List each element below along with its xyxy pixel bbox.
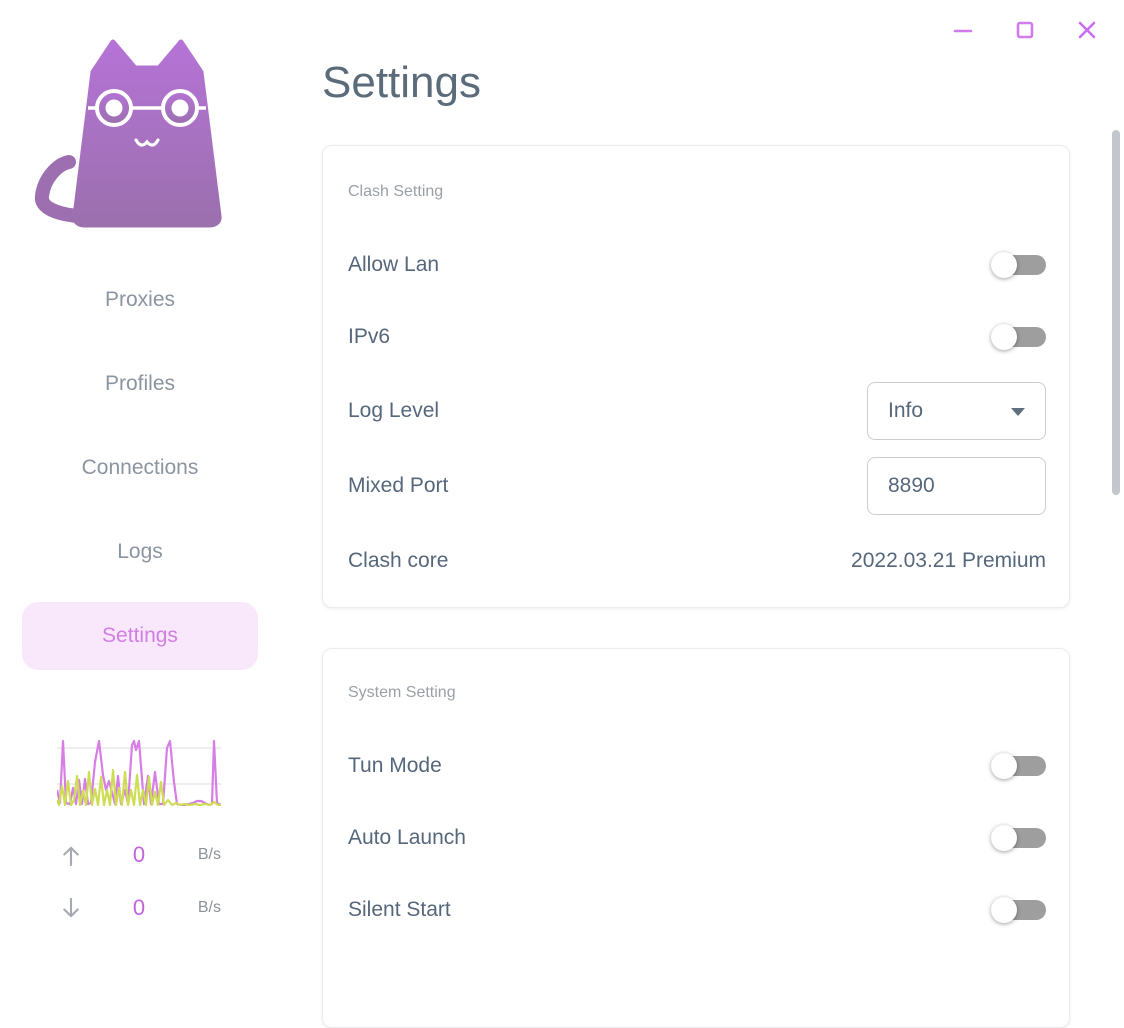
close-button[interactable] [1076,16,1098,44]
silent-start-row: Silent Start [348,881,1046,939]
row-label: Log Level [348,399,440,422]
switch-thumb [991,753,1017,779]
ipv6-row: IPv6 [348,308,1046,366]
row-label: IPv6 [348,325,391,348]
row-label: Allow Lan [348,253,440,276]
clash-core-row: Clash core 2022.03.21 Premium [348,532,1046,590]
minimize-icon [953,29,973,33]
clash-setting-card: Clash Setting Allow Lan IPv6 Log Level [322,145,1070,608]
sidebar: Proxies Profiles Connections Logs Settin… [0,0,280,937]
minimize-button[interactable] [952,16,974,44]
nav-label: Profiles [104,372,176,395]
sidebar-item-proxies[interactable]: Proxies [22,266,258,334]
cat-body [72,39,222,228]
chevron-down-icon [1011,408,1025,416]
switch-thumb [991,252,1017,278]
tun-mode-row: Tun Mode [348,737,1046,795]
nav-label: Logs [117,540,163,563]
cat-left-eye [105,99,123,117]
log-level-row: Log Level Info [348,382,1046,440]
scrollbar-thumb[interactable] [1112,130,1120,495]
auto-launch-switch[interactable] [991,825,1046,851]
row-label: Silent Start [348,898,451,921]
download-arrow-icon [63,897,79,918]
system-setting-card: System Setting Tun Mode Auto Launch Sile… [322,648,1070,1028]
ipv6-switch[interactable] [991,324,1046,350]
cat-right-eye [171,99,189,117]
download-unit: B/s [197,899,221,916]
upload-value: 0 [132,842,146,867]
upload-arrow-icon [63,846,79,867]
close-icon [1078,21,1096,39]
switch-thumb [991,825,1017,851]
allow-lan-switch[interactable] [991,252,1046,278]
row-label: Tun Mode [348,754,442,777]
clash-core-version: 2022.03.21 Premium [851,549,1046,572]
card-title: Clash Setting [348,183,444,200]
row-label: Auto Launch [348,826,466,849]
cat-logo [35,39,222,228]
maximize-button[interactable] [1014,16,1036,44]
switch-thumb [991,897,1017,923]
sidebar-item-logs[interactable]: Logs [22,518,258,586]
upload-stat: 0 B/s [57,835,221,875]
cat-mouth [134,138,160,147]
nav-label: Proxies [104,288,176,311]
traffic-purple [57,739,221,806]
switch-thumb [991,324,1017,350]
sidebar-item-settings[interactable]: Settings [22,602,258,670]
window-controls [952,16,1098,44]
selected-value: Info [888,399,924,422]
sidebar-item-connections[interactable]: Connections [22,434,258,502]
auto-launch-row: Auto Launch [348,809,1046,867]
row-label: Mixed Port [348,474,449,497]
maximize-icon [1016,21,1034,39]
download-stat: 0 B/s [57,888,221,928]
row-label: Clash core [348,549,449,572]
allow-lan-row: Allow Lan [348,236,1046,294]
page-title: Settings [322,58,481,107]
upload-unit: B/s [197,846,221,863]
silent-start-switch[interactable] [991,897,1046,923]
download-value: 0 [132,895,146,920]
sidebar-nav: Proxies Profiles Connections Logs Settin… [22,266,258,686]
log-level-select[interactable]: Info [867,382,1046,440]
traffic-green [57,768,221,806]
tun-mode-switch[interactable] [991,753,1046,779]
card-title: System Setting [348,684,456,701]
mixed-port-input[interactable] [867,457,1046,515]
traffic-chart [57,739,221,806]
nav-label: Connections [81,456,199,479]
sidebar-item-profiles[interactable]: Profiles [22,350,258,418]
mixed-port-row: Mixed Port [348,457,1046,515]
nav-label: Settings [102,624,178,647]
